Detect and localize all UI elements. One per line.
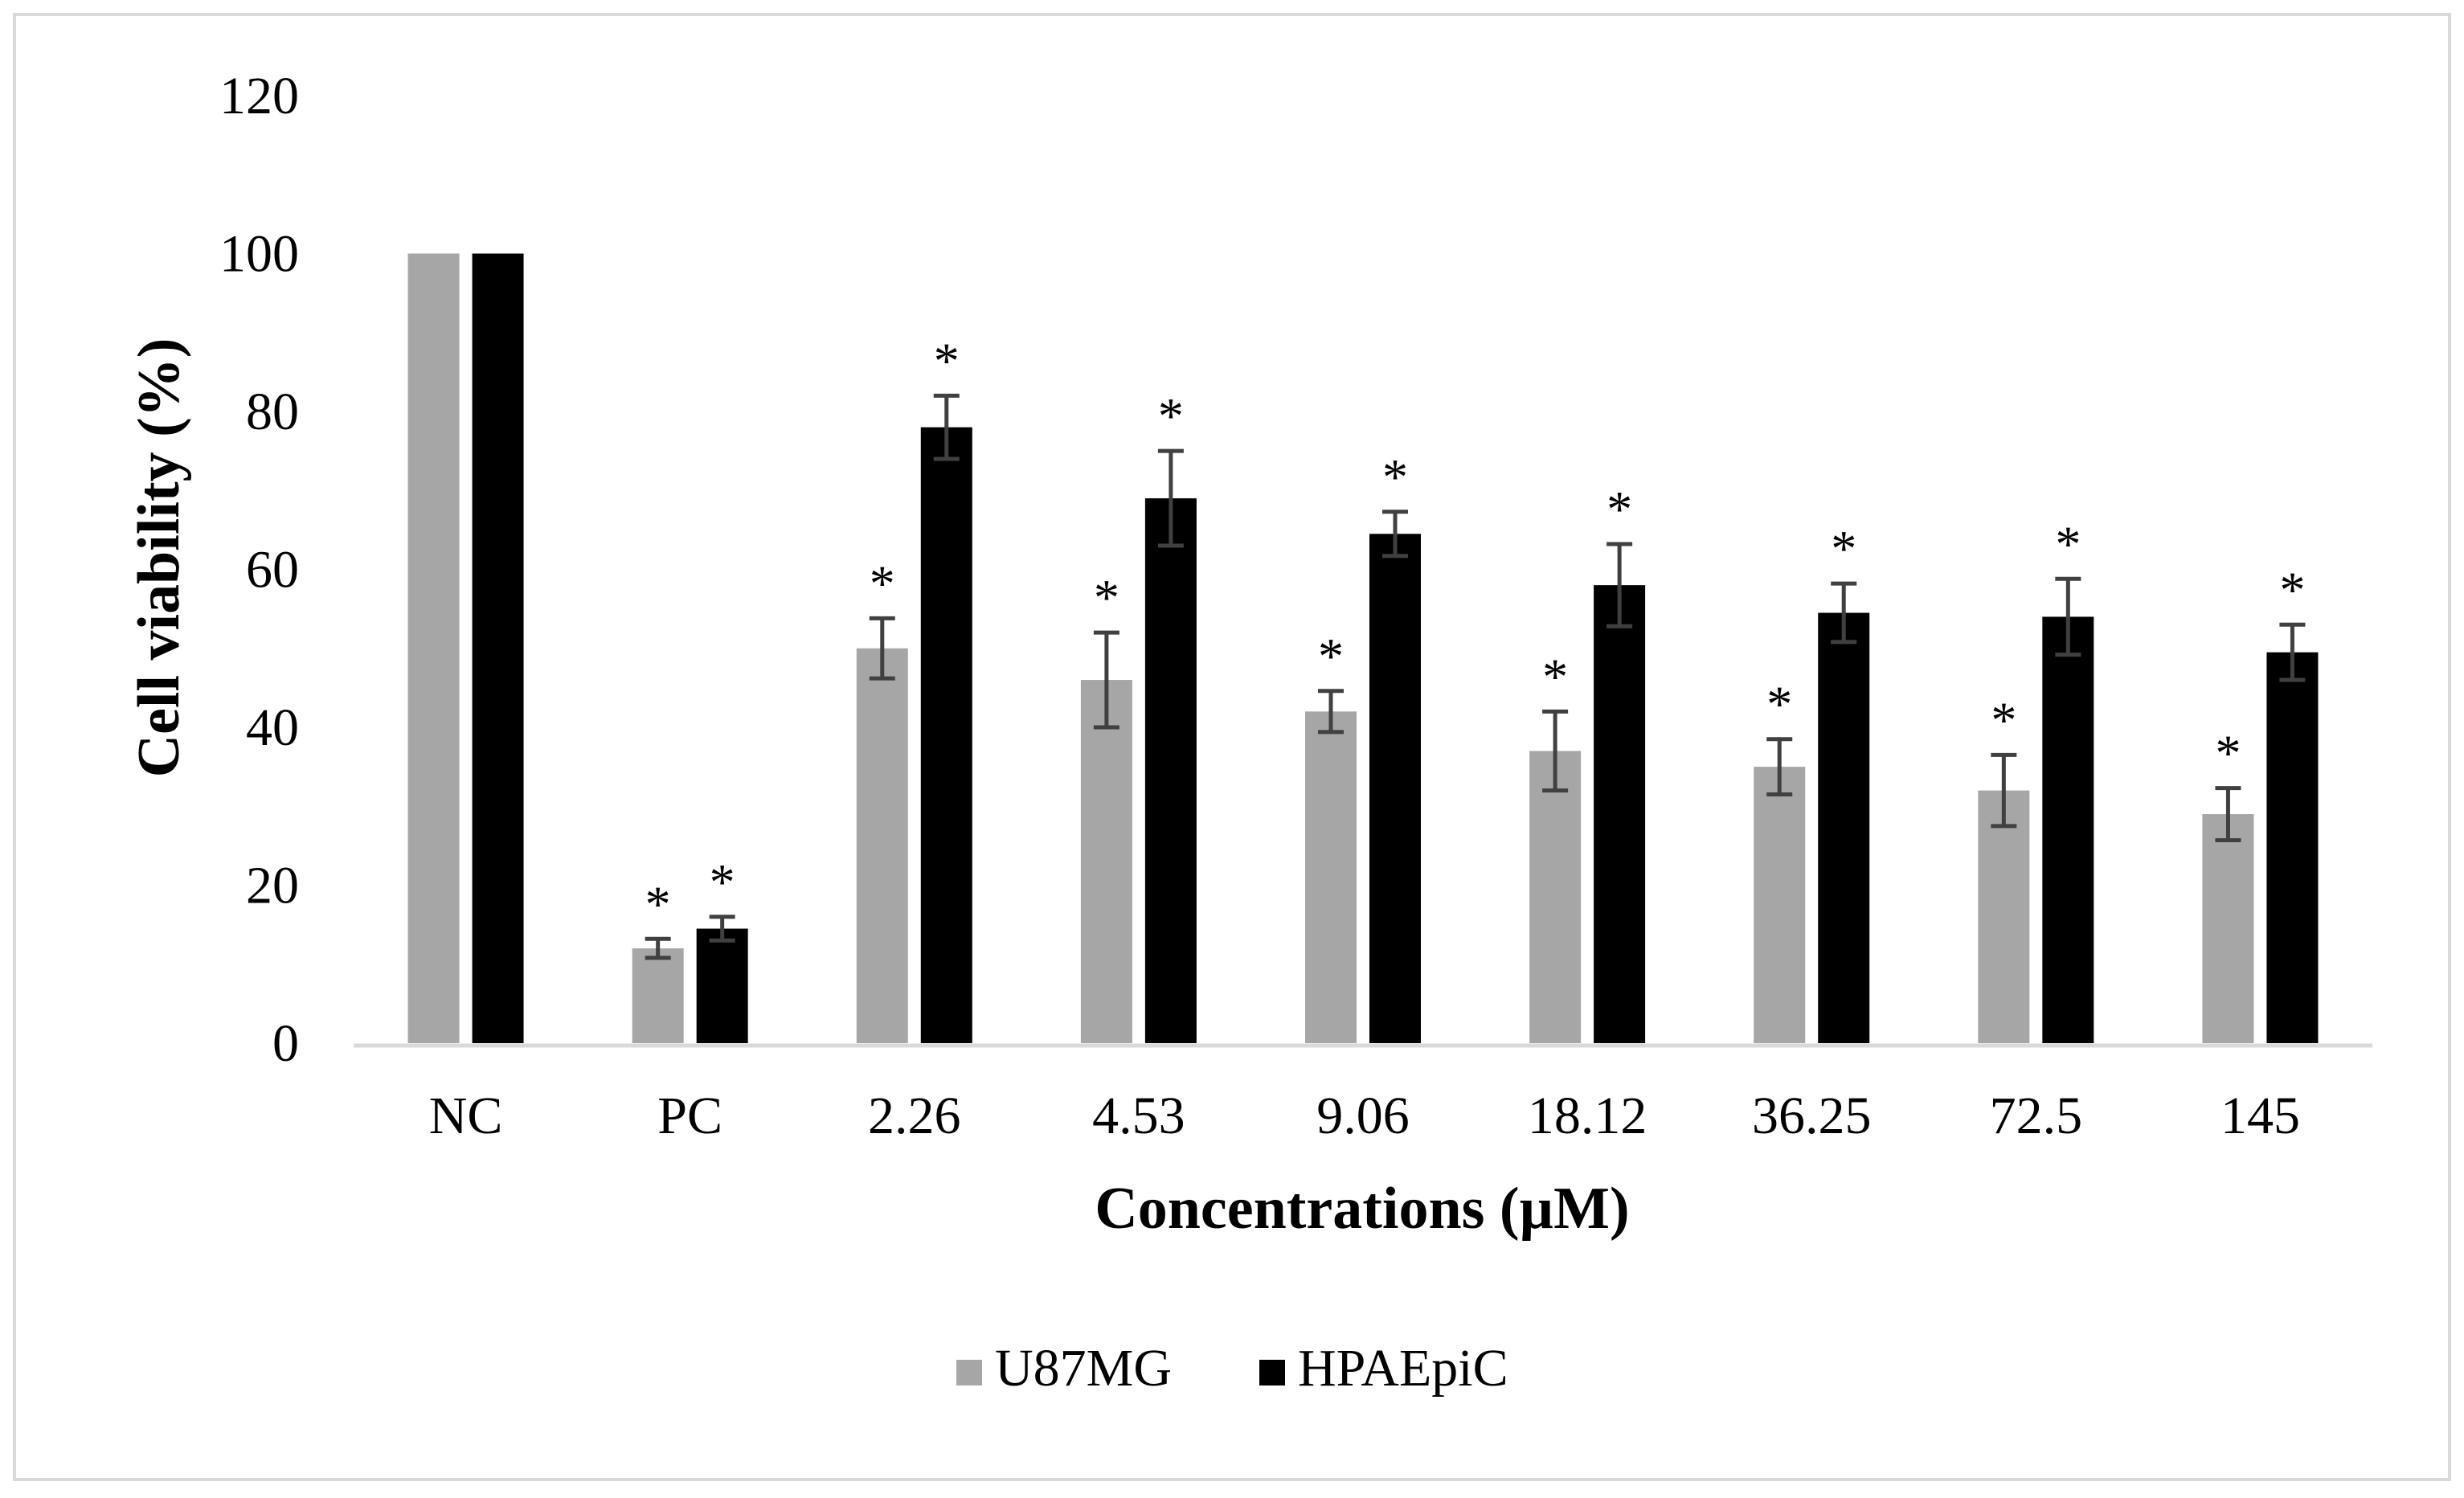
y-tick-label: 80: [246, 383, 299, 441]
legend-swatch-u87mg: [956, 1360, 982, 1385]
bar-u87mg-18-12: [1529, 751, 1582, 1043]
bar-series: * * * * * * * * * * * * * * * *: [407, 253, 2319, 1043]
y-tick-label: 100: [219, 225, 299, 284]
x-tick-label: 72.5: [1990, 1087, 2083, 1145]
legend-swatch-hpaepic: [1259, 1360, 1285, 1385]
y-axis-title: Cell viability (%): [126, 338, 192, 778]
significance-marker: *: [2215, 725, 2241, 782]
bar-u87mg-9-06: [1305, 711, 1357, 1043]
bar-hpaepic-2-26: [920, 427, 972, 1043]
bar-hpaepic-pc: [696, 928, 748, 1043]
bar-u87mg-4-53: [1080, 680, 1132, 1043]
bar-u87mg-2-26: [856, 648, 908, 1043]
y-tick-label: 0: [272, 1014, 299, 1073]
y-tick-label: 60: [246, 541, 299, 600]
significance-marker: *: [2279, 561, 2305, 618]
significance-marker: *: [1607, 481, 1632, 538]
bar-hpaepic-9-06: [1369, 534, 1421, 1043]
significance-marker: *: [934, 332, 960, 389]
bar-u87mg-72-5: [1978, 790, 2030, 1043]
significance-marker: *: [1542, 648, 1568, 705]
bar-u87mg-145: [2202, 814, 2254, 1043]
legend-label-hpaepic: HPAEpiC: [1298, 1339, 1508, 1398]
significance-marker: *: [1318, 628, 1344, 685]
legend-label-u87mg: U87MG: [995, 1339, 1172, 1398]
significance-marker: *: [645, 875, 671, 932]
significance-marker: *: [2055, 515, 2081, 572]
y-tick-label: 20: [246, 857, 299, 915]
bar-hpaepic-nc: [472, 253, 524, 1043]
bar-hpaepic-4-53: [1144, 498, 1197, 1043]
x-tick-label: 4.53: [1092, 1087, 1185, 1145]
x-tick-label: 9.06: [1316, 1087, 1410, 1145]
x-tick-label: PC: [657, 1087, 722, 1145]
significance-marker: *: [1831, 520, 1856, 577]
bar-u87mg-36-25: [1754, 767, 1806, 1043]
significance-marker: *: [1991, 691, 2016, 748]
x-tick-label: 2.26: [868, 1087, 961, 1145]
significance-marker: *: [870, 555, 895, 612]
x-tick-label: 145: [2220, 1087, 2300, 1145]
x-tick-label: NC: [429, 1087, 503, 1145]
x-axis-ticks: NC PC 2.26 4.53 9.06 18.12 36.25 72.5 145: [429, 1087, 2300, 1145]
significance-marker: *: [1382, 448, 1408, 505]
bar-hpaepic-72-5: [2042, 616, 2094, 1043]
legend: U87MG HPAEpiC: [956, 1339, 1508, 1398]
significance-marker: *: [1094, 569, 1119, 626]
bar-hpaepic-18-12: [1594, 585, 1646, 1043]
bar-u87mg-pc: [632, 948, 684, 1043]
x-tick-label: 18.12: [1528, 1087, 1647, 1145]
y-tick-label: 120: [219, 67, 299, 125]
bar-hpaepic-145: [2266, 652, 2319, 1043]
bar-u87mg-nc: [407, 253, 460, 1043]
x-tick-label: 36.25: [1752, 1087, 1872, 1145]
significance-marker: *: [1766, 676, 1792, 733]
significance-marker: *: [710, 853, 735, 911]
y-tick-label: 40: [246, 698, 299, 757]
bar-hpaepic-36-25: [1818, 612, 1870, 1043]
significance-marker: *: [1158, 387, 1184, 444]
x-axis-title: Concentrations (µM): [1095, 1176, 1629, 1242]
y-axis-ticks: 0 20 40 60 80 100 120: [219, 67, 299, 1073]
